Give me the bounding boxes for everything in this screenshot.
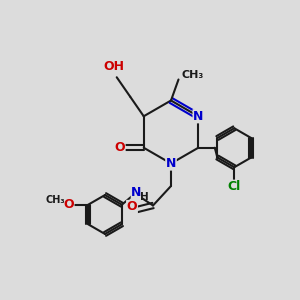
Text: O: O [63, 198, 74, 211]
Text: N: N [166, 157, 176, 170]
Text: Cl: Cl [228, 180, 241, 193]
Text: CH₃: CH₃ [182, 70, 204, 80]
Text: N: N [131, 185, 142, 199]
Text: CH₃: CH₃ [45, 195, 65, 205]
Text: N: N [193, 110, 203, 123]
Text: O: O [127, 200, 137, 214]
Text: O: O [114, 141, 125, 154]
Text: H: H [140, 191, 148, 202]
Text: OH: OH [103, 60, 124, 73]
